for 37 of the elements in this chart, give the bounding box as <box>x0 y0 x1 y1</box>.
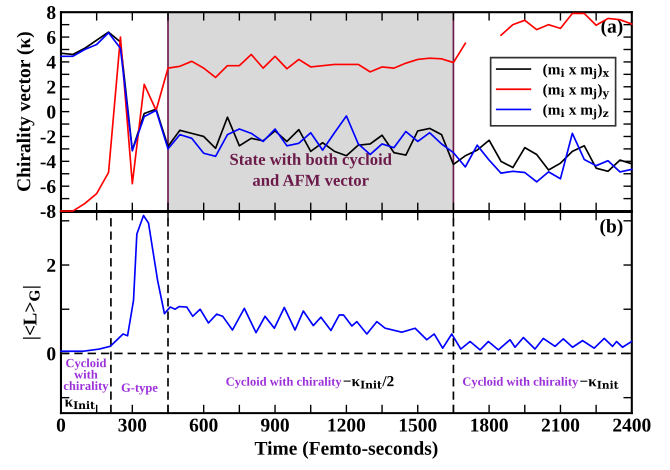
band-label: State with both cycloid and AFM vector <box>230 153 392 186</box>
y-tick-label: 2 <box>47 258 56 272</box>
x-tick-label: 600 <box>190 418 218 432</box>
legend-label: (m$_{i}$ x m$_{j}$)$_{y}$ <box>543 84 610 100</box>
x-tick-label: 1200 <box>328 418 366 432</box>
annotation: −κ$_{Init}$/2 <box>344 376 394 389</box>
annotation: κ$_{Init}$ <box>64 400 95 410</box>
legend-label: (m$_{i}$ x m$_{j}$)$_{z}$ <box>543 104 608 120</box>
x-tick-label: 1500 <box>400 418 436 432</box>
annotation: −κ$_{Init}$ <box>580 379 619 389</box>
annotation: Cycloid with chirality <box>64 358 108 393</box>
y-axis-title: |<L>$_{G}$| <box>22 286 41 339</box>
x-tick-label: 2100 <box>542 418 580 432</box>
annotation: Cycloid with chirality <box>226 376 342 388</box>
y-tick-label: 2 <box>47 80 56 94</box>
annotation: (a) <box>601 19 622 37</box>
annotation: (b) <box>600 219 622 237</box>
y-tick-label: 6 <box>47 30 56 44</box>
y-tick-label: -8 <box>40 204 56 218</box>
y-tick-label: -4 <box>40 155 56 168</box>
x-tick-label: 2400 <box>613 418 651 432</box>
y-tick-label: 8 <box>47 6 56 20</box>
line-series <box>60 214 632 352</box>
x-tick-label: 1800 <box>471 418 508 432</box>
x-axis-title: Time (Femto-seconds) <box>254 441 438 459</box>
y-tick-label: -2 <box>40 130 56 144</box>
legend-label: (m$_{i}$ x m$_{j}$)$_{x}$ <box>543 64 610 80</box>
x-tick-label: 300 <box>118 418 146 432</box>
x-tick-label: 900 <box>260 418 289 432</box>
y-tick-label: 0 <box>47 347 56 360</box>
annotation: Cycloid with chirality <box>462 376 578 388</box>
y-tick-label: 4 <box>46 56 56 69</box>
y-tick-label: -6 <box>40 180 56 194</box>
annotation: G-type <box>122 384 158 394</box>
x-tick-label: 0 <box>56 418 66 432</box>
y-axis-title: Chirality vector (κ) <box>16 32 34 191</box>
y-tick-label: 0 <box>47 105 56 119</box>
